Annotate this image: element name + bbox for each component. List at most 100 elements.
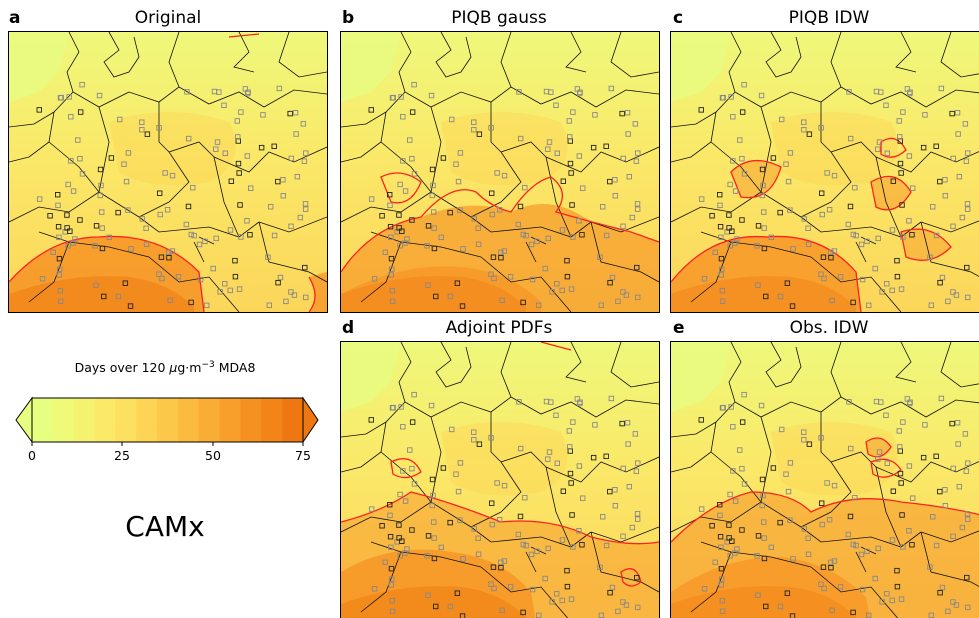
station-marker	[520, 541, 527, 548]
country-border	[690, 241, 732, 303]
heatmap-hot-region	[866, 438, 891, 457]
station-marker	[859, 276, 866, 283]
station-marker	[787, 150, 794, 156]
station-marker	[244, 90, 251, 97]
country-border	[525, 546, 547, 573]
country-border	[233, 32, 255, 73]
station-marker	[884, 460, 890, 466]
country-border	[760, 106, 772, 193]
station-marker	[624, 420, 631, 426]
station-marker	[730, 158, 736, 164]
station-marker	[522, 494, 528, 501]
station-marker	[388, 565, 395, 572]
station-marker	[847, 203, 854, 210]
station-marker	[875, 146, 881, 152]
station-marker	[238, 109, 244, 115]
station-marker	[872, 265, 878, 272]
station-marker	[900, 234, 906, 240]
heatmap-sea-region	[671, 342, 731, 412]
colorbar-block: Days over 120 μg·m−3 MDA8 0 25 50 75 CAM…	[0, 330, 330, 610]
station-marker	[701, 586, 708, 592]
station-marker	[760, 182, 766, 189]
station-marker	[425, 223, 432, 229]
station-marker	[542, 575, 548, 582]
station-marker	[783, 161, 789, 167]
station-marker	[580, 185, 586, 191]
station-marker	[826, 207, 833, 213]
station-marker	[534, 238, 540, 245]
station-marker	[965, 294, 971, 301]
station-marker	[590, 454, 597, 461]
station-marker	[831, 558, 838, 564]
station-marker	[759, 192, 765, 199]
station-marker	[609, 274, 616, 281]
country-border	[370, 231, 482, 258]
country-border	[510, 86, 659, 108]
station-marker	[806, 131, 813, 137]
station-marker	[937, 488, 943, 495]
station-marker	[409, 217, 415, 223]
station-marker	[248, 185, 254, 191]
station-marker	[597, 254, 603, 260]
country-border	[341, 401, 406, 438]
station-marker	[567, 160, 574, 167]
station-marker	[898, 286, 905, 292]
station-marker	[460, 556, 466, 562]
station-marker	[447, 209, 453, 216]
station-marker	[400, 468, 406, 474]
station-marker	[900, 109, 906, 115]
station-marker	[222, 281, 228, 287]
station-marker	[864, 548, 870, 555]
station-marker	[117, 116, 123, 123]
station-marker	[545, 235, 551, 242]
station-marker	[755, 282, 761, 288]
station-marker	[607, 279, 613, 286]
station-marker	[889, 287, 895, 294]
station-marker	[387, 192, 393, 198]
station-marker	[603, 232, 610, 239]
station-marker	[501, 482, 508, 489]
country-border	[895, 342, 917, 383]
station-marker	[139, 119, 145, 125]
station-marker	[564, 273, 571, 280]
exceedance-contour	[390, 458, 422, 479]
station-marker	[847, 135, 854, 142]
colorbar-tick: 25	[114, 448, 130, 463]
station-marker	[184, 89, 190, 95]
station-marker	[779, 116, 785, 123]
station-marker	[545, 545, 551, 552]
station-marker	[963, 468, 970, 474]
station-marker	[265, 254, 271, 260]
station-marker	[758, 92, 765, 99]
station-marker	[515, 221, 522, 228]
station-marker	[101, 293, 107, 300]
station-marker	[730, 424, 736, 430]
colorbar-extend-max	[302, 396, 319, 444]
station-marker	[389, 266, 395, 273]
station-marker	[457, 517, 463, 523]
station-marker	[729, 538, 735, 544]
station-marker	[188, 299, 194, 306]
station-marker	[567, 444, 573, 450]
station-marker	[615, 298, 621, 305]
country-border	[671, 141, 762, 223]
station-marker	[167, 297, 173, 304]
station-marker	[191, 232, 197, 239]
station-marker	[411, 171, 418, 177]
station-marker	[619, 420, 625, 427]
station-marker	[755, 223, 762, 229]
station-marker	[629, 524, 636, 531]
station-marker	[732, 498, 739, 504]
station-marker	[801, 127, 807, 133]
station-marker	[235, 134, 241, 140]
station-marker	[953, 292, 960, 298]
station-marker	[623, 292, 630, 298]
station-marker	[894, 567, 900, 574]
station-marker	[387, 202, 393, 209]
exceedance-contour	[671, 491, 979, 543]
country-border	[9, 111, 55, 163]
station-marker	[963, 158, 970, 164]
station-marker	[853, 542, 859, 549]
station-marker	[818, 500, 825, 506]
station-marker	[727, 181, 733, 188]
